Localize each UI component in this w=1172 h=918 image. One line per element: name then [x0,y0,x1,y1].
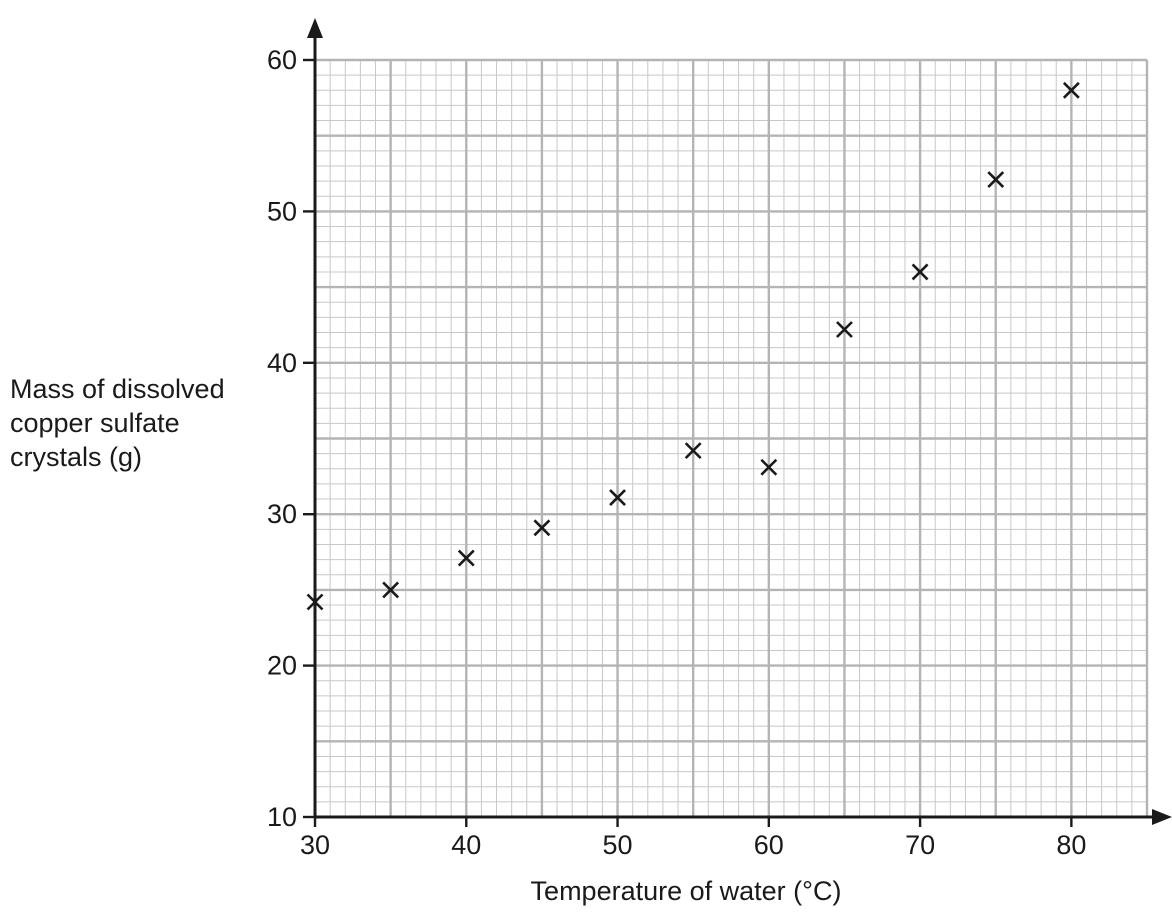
data-point [457,549,475,567]
y-axis-label: Mass of dissolved copper sulfate crystal… [10,372,260,474]
y-tick-label: 30 [267,499,297,529]
data-point [987,171,1005,189]
x-axis-label: Temperature of water (°C) [530,876,842,906]
y-tick-label: 60 [267,45,297,75]
data-point-stroke [457,549,475,567]
data-point [306,593,324,611]
data-point-stroke [987,171,1005,189]
data-point [760,458,778,476]
data-point-stroke [1062,81,1080,99]
data-point [382,581,400,599]
data-point [1062,81,1080,99]
data-points [306,81,1080,611]
y-tick-label: 10 [267,802,297,832]
data-point-stroke [911,263,929,281]
x-tick-label: 50 [603,830,633,860]
grid [313,58,1149,819]
y-axis-label-line: copper sulfate [10,408,180,438]
data-point [533,519,551,537]
x-tick-label: 30 [300,830,330,860]
data-point [836,321,853,338]
x-tick-label: 80 [1056,830,1086,860]
x-tick-label: 70 [905,830,935,860]
data-point-stroke [836,321,853,338]
y-tick-label: 40 [267,348,297,378]
y-axis-label-line: crystals (g) [10,442,143,472]
y-tick-label: 20 [267,651,297,681]
y-tick-label: 50 [267,196,297,226]
tick-labels: 10 20 30 40 50 60 30 40 50 60 70 80 [267,45,1086,860]
data-point-stroke [306,593,324,611]
data-point-stroke [760,458,778,476]
data-point [609,489,626,506]
y-axis-label-line: Mass of dissolved [10,374,225,404]
data-point-stroke [382,581,400,599]
data-point [684,442,702,460]
data-point [911,263,929,281]
x-tick-label: 60 [754,830,784,860]
data-point-stroke [609,489,626,506]
y-axis-arrow-icon [307,18,323,38]
x-axis-arrow-icon [1152,809,1172,825]
axes [307,18,1172,825]
data-point-stroke [533,519,551,537]
data-point-stroke [684,442,702,460]
x-tick-label: 40 [451,830,481,860]
